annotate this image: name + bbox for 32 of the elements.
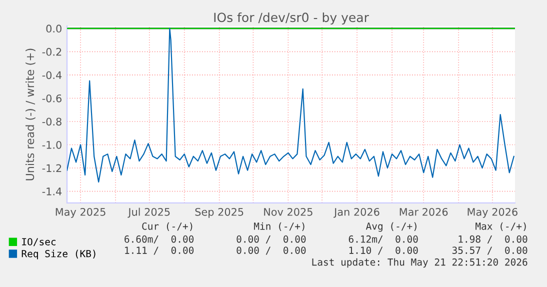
y-tick-label: -0.8 bbox=[42, 118, 62, 126]
y-tick-label: -0.4 bbox=[42, 71, 62, 80]
text: 0.00 / 0.00 bbox=[236, 235, 306, 244]
text: Min (-/+) bbox=[254, 222, 304, 232]
y-tick-label: -1.0 bbox=[42, 140, 62, 149]
text: 6.60m/ 0.00 bbox=[124, 235, 194, 244]
legend-label: Req Size (KB) bbox=[22, 250, 96, 260]
y-axis-title: Units read (-) / write (+) bbox=[26, 48, 36, 180]
x-tick-label: Jul 2025 bbox=[128, 208, 170, 218]
text: 1.98 / 0.00 bbox=[458, 235, 528, 244]
y-tick-label: 0.0 bbox=[46, 24, 62, 33]
x-tick-label: Jan 2026 bbox=[334, 208, 380, 218]
text: 6.12m/ 0.00 bbox=[348, 235, 418, 244]
y-tick-label: -0.6 bbox=[42, 94, 62, 102]
x-tick-label: Mar 2026 bbox=[400, 208, 448, 216]
text: Last update: Thu May 21 22:51:20 2026 bbox=[312, 258, 528, 268]
text: 1.10 / 0.00 bbox=[349, 246, 418, 255]
legend-label: IO/sec bbox=[22, 238, 56, 246]
chart-title: IOs for /dev/sr0 - by year bbox=[214, 12, 369, 25]
text: 0.00 / 0.00 bbox=[236, 246, 306, 255]
y-tick-label: -0.2 bbox=[42, 48, 62, 56]
x-tick-label: Sep 2025 bbox=[195, 208, 244, 218]
text: 35.57 / 0.00 bbox=[452, 246, 528, 255]
y-tick-label: -1.4 bbox=[42, 188, 62, 196]
text: 1.11 / 0.00 bbox=[125, 246, 194, 255]
y-tick-label: -1.2 bbox=[42, 164, 62, 172]
x-tick-label: May 2026 bbox=[468, 208, 518, 218]
text: Avg (-/+) bbox=[366, 222, 416, 232]
text: Max (-/+) bbox=[476, 222, 526, 232]
x-tick-label: May 2025 bbox=[56, 208, 106, 218]
x-tick-label: Nov 2025 bbox=[264, 208, 312, 216]
text: Cur (-/+) bbox=[142, 222, 192, 232]
